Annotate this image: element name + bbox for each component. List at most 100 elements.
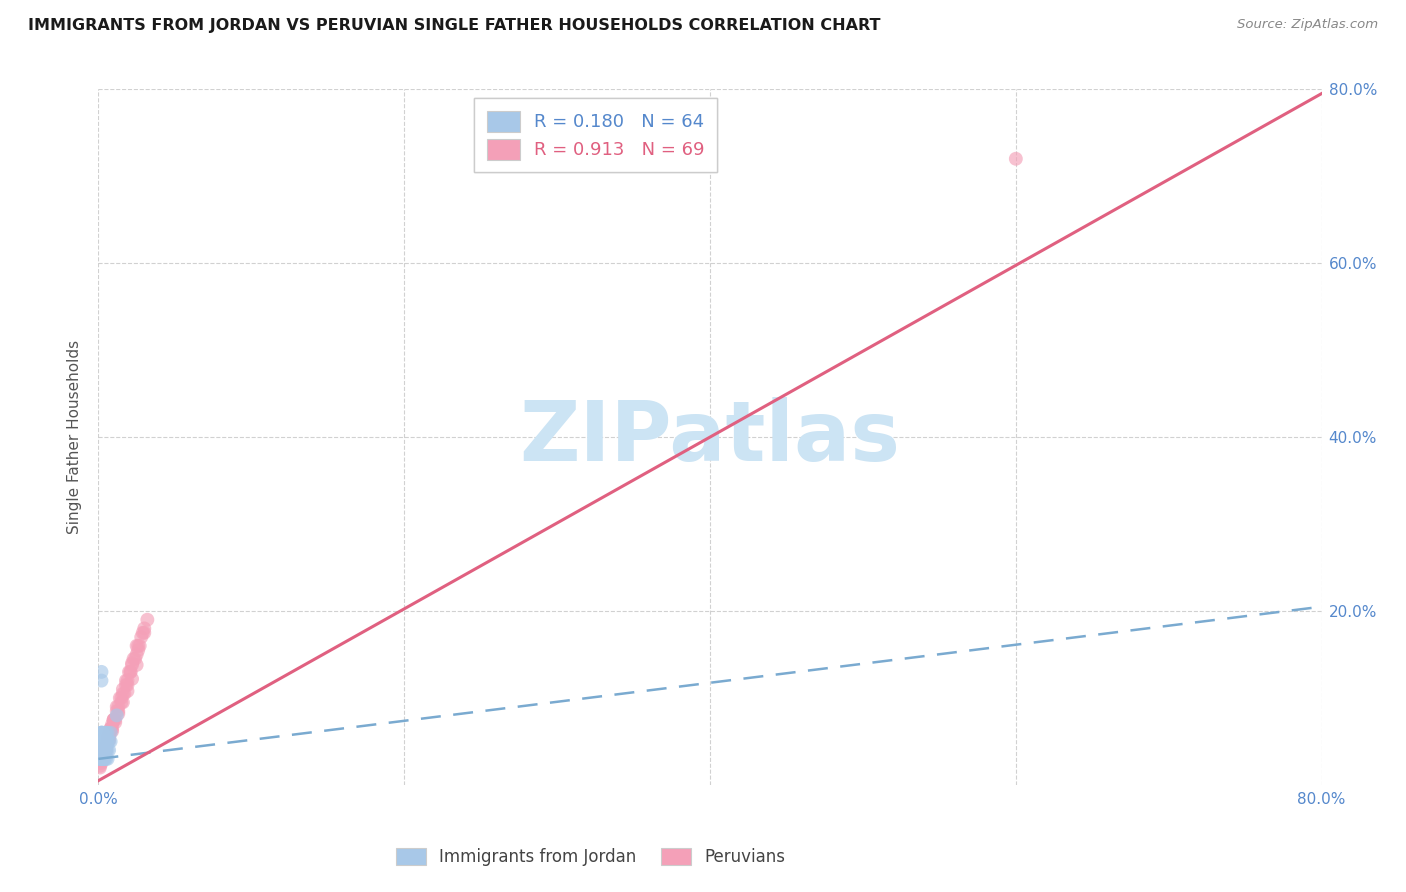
Point: [121, 657, 143, 672]
Point: [91, 743, 114, 757]
Point: [97, 734, 120, 748]
Point: [93, 734, 115, 748]
Point: [112, 687, 135, 701]
Point: [107, 706, 129, 721]
Point: [98, 730, 121, 744]
Point: [94, 739, 117, 753]
Point: [107, 704, 129, 718]
Point: [97, 752, 120, 766]
Point: [134, 625, 156, 640]
Point: [91, 750, 114, 764]
Point: [90, 734, 112, 748]
Point: [100, 724, 122, 739]
Point: [124, 652, 146, 666]
Point: [100, 722, 122, 736]
Point: [127, 639, 149, 653]
Text: ZIPatlas: ZIPatlas: [520, 397, 900, 477]
Point: [128, 639, 150, 653]
Point: [91, 726, 114, 740]
Point: [90, 726, 112, 740]
Point: [90, 754, 112, 768]
Point: [120, 665, 142, 679]
Point: [129, 630, 152, 644]
Legend: R = 0.180   N = 64, R = 0.913   N = 69: R = 0.180 N = 64, R = 0.913 N = 69: [474, 98, 717, 172]
Point: [89, 752, 111, 766]
Point: [132, 625, 155, 640]
Point: [91, 743, 114, 757]
Point: [122, 652, 145, 666]
Point: [89, 752, 111, 766]
Point: [91, 743, 114, 757]
Point: [127, 643, 149, 657]
Point: [89, 756, 111, 771]
Point: [121, 657, 143, 671]
Point: [91, 752, 114, 766]
Point: [98, 743, 121, 757]
Point: [90, 743, 112, 757]
Point: [93, 734, 115, 748]
Point: [91, 752, 114, 766]
Point: [105, 699, 128, 714]
Point: [97, 726, 120, 740]
Point: [98, 734, 121, 748]
Point: [93, 743, 115, 757]
Point: [90, 726, 112, 740]
Point: [93, 747, 115, 762]
Point: [90, 726, 112, 740]
Point: [108, 690, 131, 705]
Point: [93, 734, 115, 748]
Point: [93, 743, 115, 757]
Point: [91, 734, 114, 748]
Point: [93, 743, 115, 757]
Point: [90, 726, 112, 740]
Point: [91, 752, 114, 766]
Point: [110, 690, 132, 705]
Point: [93, 743, 115, 757]
Legend: Immigrants from Jordan, Peruvians: Immigrants from Jordan, Peruvians: [387, 840, 794, 875]
Point: [90, 734, 112, 748]
Point: [90, 752, 112, 766]
Point: [94, 726, 117, 740]
Point: [94, 734, 117, 748]
Point: [100, 722, 122, 736]
Point: [91, 734, 114, 748]
Point: [94, 743, 117, 757]
Point: [110, 695, 132, 709]
Point: [91, 743, 114, 757]
Point: [105, 708, 128, 723]
Point: [121, 672, 143, 686]
Point: [98, 726, 121, 740]
Point: [89, 743, 111, 757]
Point: [125, 657, 148, 672]
Point: [89, 743, 111, 757]
Point: [90, 734, 112, 748]
Point: [107, 699, 129, 714]
Point: [89, 752, 111, 766]
Point: [93, 752, 115, 766]
Point: [94, 734, 117, 748]
Point: [94, 741, 117, 756]
Point: [91, 734, 114, 748]
Y-axis label: Single Father Households: Single Father Households: [67, 340, 83, 534]
Point: [105, 704, 128, 718]
Text: IMMIGRANTS FROM JORDAN VS PERUVIAN SINGLE FATHER HOUSEHOLDS CORRELATION CHART: IMMIGRANTS FROM JORDAN VS PERUVIAN SINGL…: [28, 18, 880, 33]
Point: [90, 752, 112, 766]
Point: [117, 673, 139, 688]
Point: [90, 734, 112, 748]
Point: [111, 687, 134, 701]
Point: [100, 726, 122, 740]
Point: [120, 665, 142, 679]
Point: [91, 743, 114, 757]
Point: [90, 665, 112, 679]
Point: [104, 713, 127, 727]
Point: [115, 678, 138, 692]
Point: [125, 639, 148, 653]
Point: [117, 684, 139, 698]
Point: [90, 726, 112, 740]
Point: [103, 713, 125, 727]
Point: [89, 743, 111, 757]
Point: [115, 673, 138, 688]
Point: [97, 730, 120, 744]
Point: [89, 760, 111, 774]
Point: [134, 621, 156, 635]
